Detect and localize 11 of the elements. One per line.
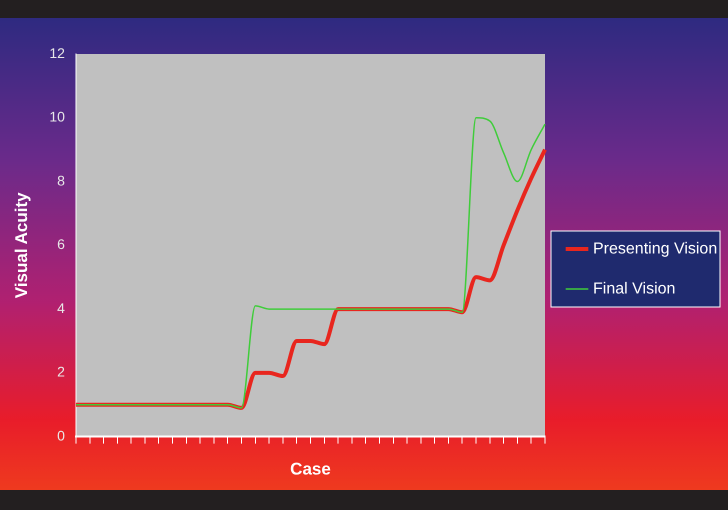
y-tick-label: 6: [57, 236, 66, 252]
y-tick-label: 10: [49, 108, 66, 125]
legend-label: Final Vision: [593, 280, 676, 298]
y-tick-label: 0: [57, 427, 66, 444]
x-axis-title: Case: [290, 459, 331, 478]
legend-label: Presenting Vision: [593, 240, 718, 258]
y-tick-label: 8: [57, 172, 66, 188]
y-tick-label: 4: [57, 300, 66, 316]
y-tick-label: 12: [49, 44, 66, 61]
y-tick-label: 2: [57, 364, 66, 380]
y-axis-title: Visual Acuity: [12, 192, 31, 298]
